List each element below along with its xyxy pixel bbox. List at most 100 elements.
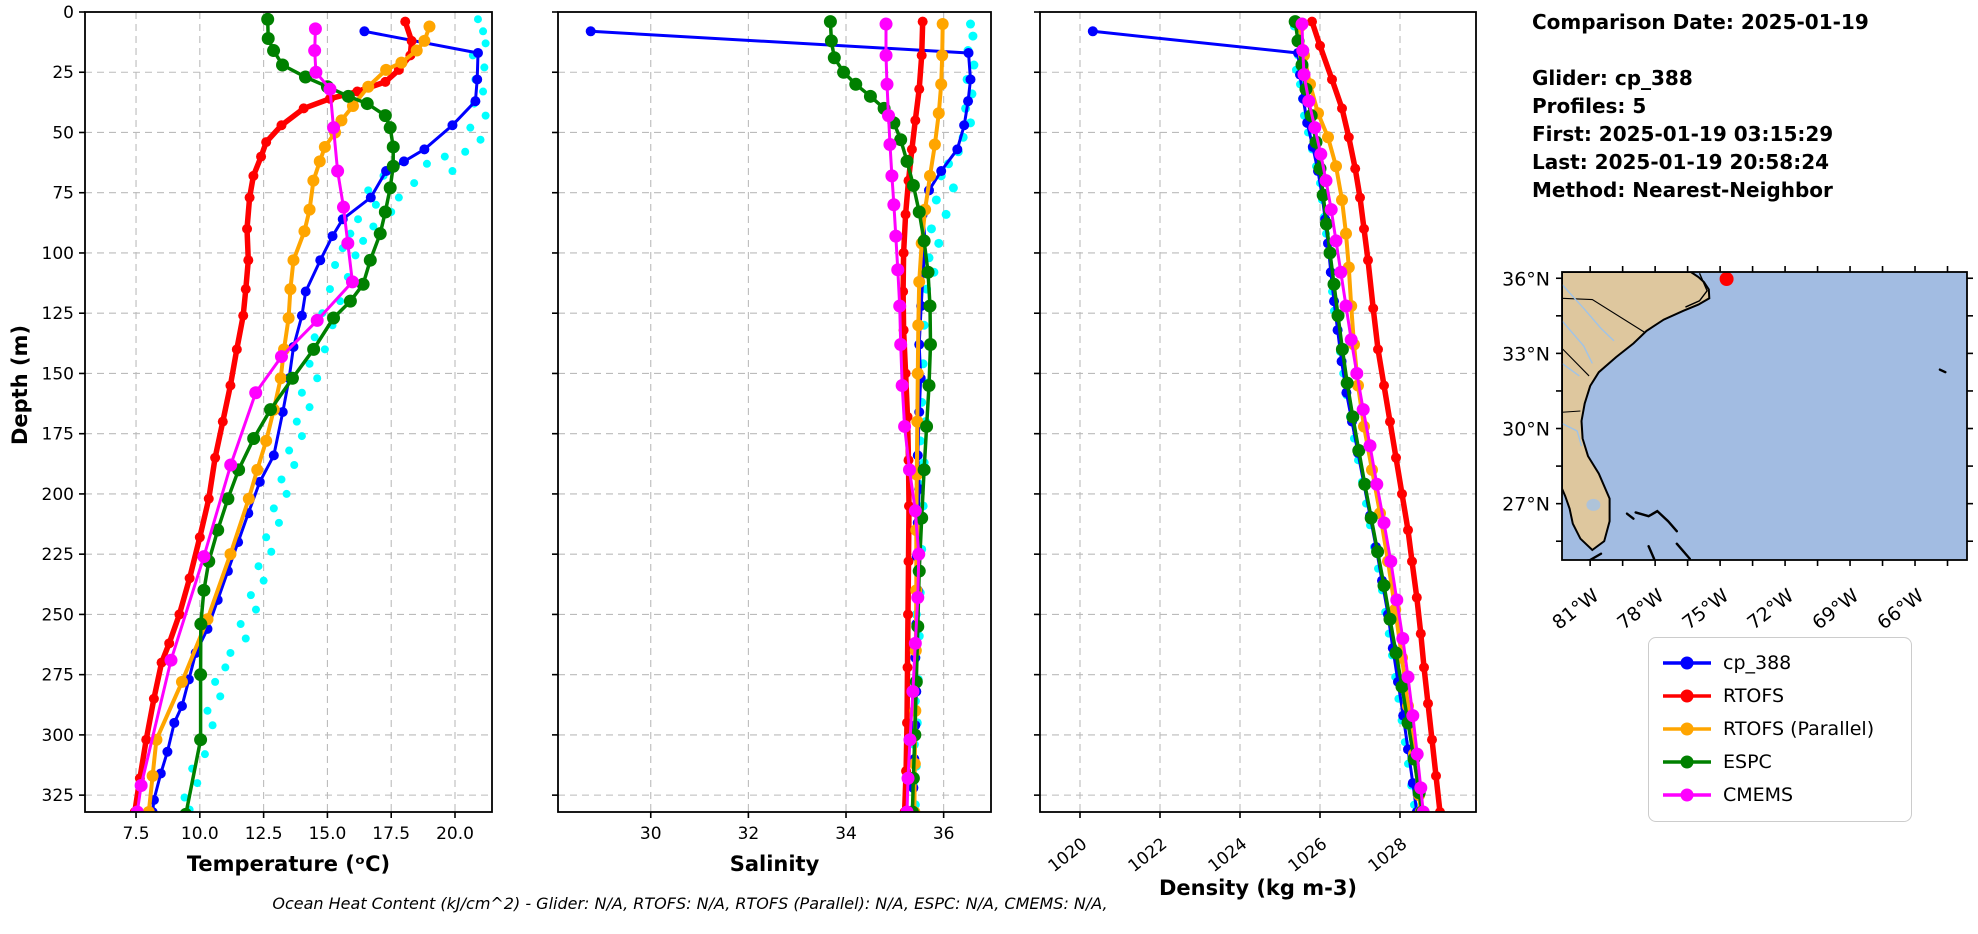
- legend-label: RTOFS: [1723, 684, 1785, 707]
- map-island: [1634, 509, 1678, 533]
- legend-label: ESPC: [1723, 750, 1772, 773]
- ocean-heat-content-note: Ocean Heat Content (kJ/cm^2) - Glider: N…: [272, 894, 1108, 913]
- svg-text:32: 32: [738, 824, 760, 844]
- panel-2: 1020 1022 1024 1026 1028: [1034, 11, 1477, 877]
- axis-ticks: [552, 11, 945, 818]
- info-spacer: [1532, 36, 1869, 64]
- svg-text:25: 25: [52, 63, 74, 83]
- axis-ticks: [1034, 11, 1401, 818]
- svg-text:1028: 1028: [1365, 834, 1411, 876]
- series-CMEMS: [879, 17, 926, 812]
- legend-label: cp_388: [1723, 651, 1792, 674]
- depth-axis-label: Depth (m): [8, 324, 32, 446]
- legend: cp_388 RTOFS RTOFS (Parallel) ESPC CMEMS: [1648, 637, 1912, 822]
- svg-text:20.0: 20.0: [436, 824, 474, 844]
- map-river: [1562, 422, 1583, 447]
- svg-text:34: 34: [835, 824, 857, 844]
- legend-line-sample: [1663, 656, 1711, 669]
- svg-text:100: 100: [42, 244, 74, 264]
- svg-text:1020: 1020: [1045, 834, 1091, 876]
- comparison-info-panel: Comparison Date: 2025-01-19 Glider: cp_3…: [1532, 8, 1869, 204]
- svg-text:50: 50: [52, 123, 74, 143]
- grid: [85, 11, 492, 812]
- svg-text:27°N: 27°N: [1502, 494, 1550, 516]
- map-sound-shoreline: [1685, 272, 1708, 308]
- svg-text:225: 225: [42, 545, 74, 565]
- legend-label: RTOFS (Parallel): [1723, 717, 1875, 740]
- map-river: [1562, 284, 1615, 342]
- series-cp_388: [1087, 26, 1422, 812]
- glider-name: Glider: cp_388: [1532, 66, 1693, 90]
- series-ESPC: [179, 12, 400, 812]
- svg-text:78°W: 78°W: [1613, 584, 1668, 634]
- svg-text:175: 175: [42, 425, 74, 445]
- legend-item-cmems[interactable]: CMEMS: [1661, 778, 1911, 811]
- interpolation-method: Method: Nearest-Neighbor: [1532, 178, 1833, 202]
- legend-line-sample: [1663, 788, 1711, 801]
- panel-0: 7.5 10.0 12.5 15.0 17.5 20.0 0 25 50 75 100 125 150 1…: [42, 3, 493, 844]
- svg-text:81°W: 81°W: [1548, 584, 1603, 634]
- profiles-count: Profiles: 5: [1532, 94, 1647, 118]
- svg-text:69°W: 69°W: [1808, 584, 1863, 634]
- legend-line-sample: [1663, 689, 1711, 702]
- first-profile-time: First: 2025-01-19 03:15:29: [1532, 122, 1834, 146]
- svg-text:1024: 1024: [1205, 834, 1251, 876]
- map-state-border: [1562, 410, 1581, 413]
- svg-text:150: 150: [42, 364, 74, 384]
- series-RTOFS: [1307, 16, 1445, 812]
- tick-labels: 7.5 10.0 12.5 15.0 17.5 20.0 0 25 50 75 100 125 150 1…: [42, 3, 474, 844]
- panel-1: 30 32 34 36: [552, 11, 992, 844]
- map-lake: [1586, 498, 1601, 511]
- map-island: [1938, 368, 1947, 374]
- legend-label: CMEMS: [1723, 783, 1794, 806]
- series-RTOFS: [129, 16, 417, 812]
- map-island: [1583, 552, 1603, 560]
- svg-text:250: 250: [42, 605, 74, 625]
- svg-text:36: 36: [933, 824, 955, 844]
- svg-text:66°W: 66°W: [1873, 584, 1928, 634]
- tick-labels: 1020 1022 1024 1026 1028: [1045, 834, 1411, 876]
- legend-item-rtofs[interactable]: RTOFS: [1661, 679, 1911, 712]
- svg-text:33°N: 33°N: [1502, 343, 1550, 365]
- svg-text:10.0: 10.0: [181, 824, 219, 844]
- temperature-axis-label: Temperature (ᵒC): [186, 852, 391, 876]
- legend-line-sample: [1663, 755, 1711, 768]
- comparison-date: Comparison Date: 2025-01-19: [1532, 10, 1869, 34]
- svg-text:15.0: 15.0: [308, 824, 346, 844]
- map-river: [1562, 320, 1593, 364]
- legend-item-cp-388[interactable]: cp_388: [1661, 646, 1911, 679]
- svg-text:125: 125: [42, 304, 74, 324]
- map-river: [1562, 362, 1580, 377]
- svg-text:7.5: 7.5: [123, 824, 150, 844]
- map-island: [1647, 545, 1656, 560]
- tick-labels: 30 32 34 36: [640, 824, 955, 844]
- svg-text:200: 200: [42, 485, 74, 505]
- map-island: [1625, 512, 1635, 520]
- map-panel: 36°N 33°N 30°N 27°N 81°W 78°W 75°W 72°W 69°W 66°W: [1502, 266, 1973, 634]
- svg-text:12.5: 12.5: [245, 824, 283, 844]
- map-ticks: [1556, 266, 1973, 566]
- series-cp_388: [147, 26, 483, 812]
- series-CMEMS: [130, 22, 359, 812]
- map-island: [1675, 542, 1691, 560]
- last-profile-time: Last: 2025-01-19 20:58:24: [1532, 150, 1830, 174]
- svg-text:72°W: 72°W: [1743, 584, 1798, 634]
- svg-text:17.5: 17.5: [372, 824, 410, 844]
- legend-line-sample: [1663, 722, 1711, 735]
- map-coastline: [1562, 272, 1711, 552]
- svg-text:325: 325: [42, 786, 74, 806]
- legend-item-rtofs-parallel-[interactable]: RTOFS (Parallel): [1661, 712, 1911, 745]
- density-axis-label: Density (kg m-3): [1158, 876, 1358, 900]
- map-state-border: [1562, 347, 1590, 377]
- series-CMEMS: [1295, 17, 1430, 812]
- map-state-border: [1562, 297, 1645, 333]
- svg-text:275: 275: [42, 666, 74, 686]
- svg-text:30°N: 30°N: [1502, 419, 1550, 441]
- svg-text:0: 0: [63, 3, 74, 23]
- legend-item-espc[interactable]: ESPC: [1661, 745, 1911, 778]
- svg-text:36°N: 36°N: [1502, 268, 1550, 290]
- salinity-axis-label: Salinity: [729, 852, 820, 876]
- svg-text:1026: 1026: [1285, 834, 1331, 876]
- series-RTOFS-(Parallel): [142, 20, 436, 812]
